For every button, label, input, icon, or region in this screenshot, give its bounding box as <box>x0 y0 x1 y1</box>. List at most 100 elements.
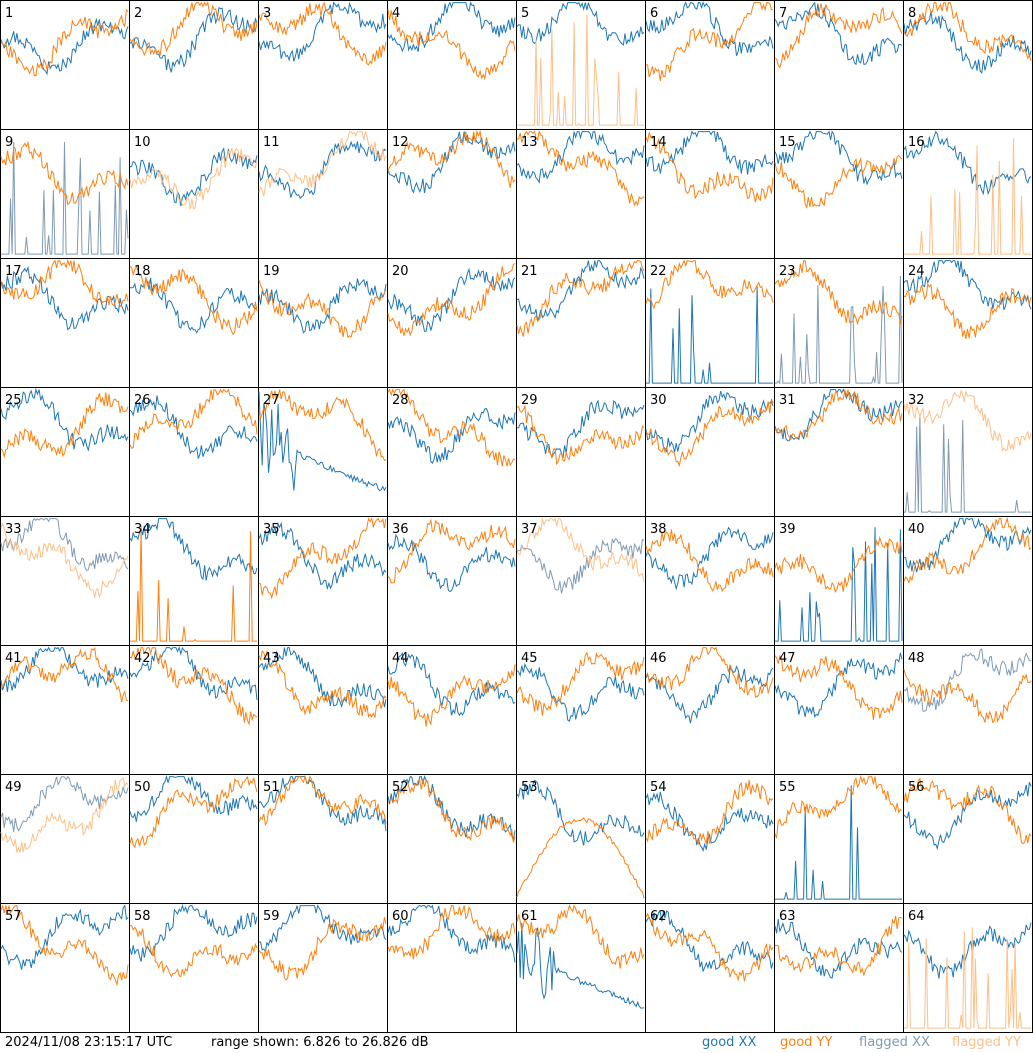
panel-23: 23 <box>774 258 904 388</box>
panel-frame <box>645 903 775 1033</box>
series-yy <box>904 138 1031 255</box>
panel-22: 22 <box>645 258 775 388</box>
panel-3: 3 <box>258 0 388 130</box>
series-yy <box>258 1 387 66</box>
panel-38: 38 <box>645 516 775 646</box>
series-yy <box>387 388 515 467</box>
series-xx <box>903 648 1032 712</box>
series-xx <box>645 390 774 453</box>
series-yy <box>516 404 645 466</box>
panel-40: 40 <box>903 516 1033 646</box>
panel-number: 41 <box>5 651 22 666</box>
panel-18: 18 <box>129 258 259 388</box>
series-xx <box>0 904 129 970</box>
panel-number: 58 <box>134 909 151 924</box>
series-yy <box>0 522 129 599</box>
series-yy <box>387 9 516 81</box>
panel-47: 47 <box>774 645 904 775</box>
series-yy <box>129 775 258 849</box>
series-yy <box>645 131 774 203</box>
panel-number: 55 <box>779 780 796 795</box>
panel-number: 19 <box>263 264 280 279</box>
panel-1: 1 <box>0 0 130 130</box>
series-xx <box>775 527 903 642</box>
panel-44: 44 <box>387 645 517 775</box>
series-xx <box>516 1 645 46</box>
series-xx <box>129 646 258 701</box>
panel-number: 7 <box>779 6 787 21</box>
panel-number: 50 <box>134 780 151 795</box>
series-xx <box>903 782 1032 851</box>
panel-number: 32 <box>908 393 925 408</box>
panel-number: 62 <box>650 909 667 924</box>
panel-number: 64 <box>908 909 925 924</box>
panel-9: 9 <box>0 129 130 259</box>
series-yy <box>387 129 516 188</box>
panel-number: 56 <box>908 780 925 795</box>
panel-number: 10 <box>134 135 151 150</box>
series-yy <box>516 129 645 207</box>
panel-number: 1 <box>5 6 13 21</box>
series-yy <box>903 669 1032 724</box>
panel-frame <box>903 129 1033 259</box>
panel-35: 35 <box>258 516 388 646</box>
range-text: range shown: 6.826 to 26.826 dB <box>211 1035 429 1050</box>
series-yy <box>258 649 387 719</box>
series-xx <box>129 774 258 822</box>
panel-number: 42 <box>134 651 151 666</box>
panel-number: 63 <box>779 909 796 924</box>
series-yy <box>0 646 129 703</box>
series-xx <box>387 651 516 717</box>
panel-28: 28 <box>387 387 517 517</box>
series-xx <box>387 1 516 53</box>
series-yy <box>0 258 129 308</box>
panel-number: 21 <box>521 264 538 279</box>
panel-number: 37 <box>521 522 538 537</box>
panel-number: 47 <box>779 651 796 666</box>
panel-number: 59 <box>263 909 280 924</box>
legend-good-yy: good YY <box>780 1035 833 1050</box>
series-xx <box>775 785 902 900</box>
panel-number: 13 <box>521 135 538 150</box>
series-yy <box>258 130 387 197</box>
panel-number: 2 <box>134 6 142 21</box>
panel-10: 10 <box>129 129 259 259</box>
panel-45: 45 <box>516 645 646 775</box>
series-yy <box>645 780 774 846</box>
series-yy <box>258 517 387 600</box>
panel-number: 3 <box>263 6 271 21</box>
panel-frame <box>387 774 517 904</box>
series-yy <box>130 525 257 642</box>
panel-5: 5 <box>516 0 646 130</box>
panel-frame <box>0 645 130 775</box>
series-yy <box>129 1 258 57</box>
series-xx <box>258 278 387 334</box>
series-yy <box>774 535 903 593</box>
series-yy <box>645 259 774 310</box>
panel-frame <box>258 387 388 517</box>
panel-number: 51 <box>263 780 280 795</box>
series-xx <box>775 275 903 385</box>
series-xx <box>258 391 387 492</box>
panel-number: 8 <box>908 6 916 21</box>
timestamp: 2024/11/08 23:15:17 UTC <box>5 1035 173 1050</box>
panel-51: 51 <box>258 774 388 904</box>
panel-frame <box>645 0 775 130</box>
series-yy <box>387 518 516 584</box>
panel-number: 16 <box>908 135 925 150</box>
series-yy <box>903 777 1032 845</box>
panel-frame <box>774 516 904 646</box>
panel-frame <box>903 0 1033 130</box>
legend-flagged-xx: flagged XX <box>859 1035 930 1050</box>
panel-21: 21 <box>516 258 646 388</box>
series-yy <box>645 2 774 82</box>
series-xx <box>903 922 1032 979</box>
series-yy <box>903 516 1032 584</box>
panel-number: 49 <box>5 780 22 795</box>
series-xx <box>774 130 903 186</box>
panel-number: 22 <box>650 264 667 279</box>
series-xx <box>258 904 387 953</box>
series-xx <box>258 521 387 591</box>
legend-good-xx: good XX <box>702 1035 757 1050</box>
